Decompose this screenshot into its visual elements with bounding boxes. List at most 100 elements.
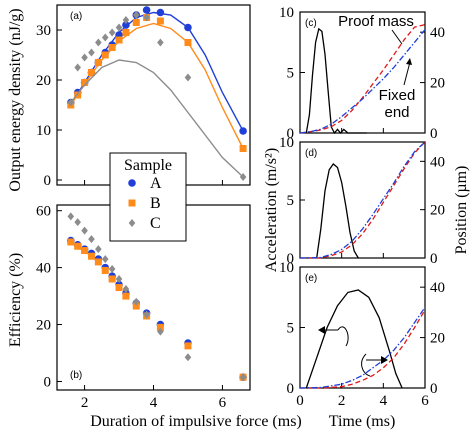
series-line-e-position-1 [300,309,426,389]
point-a-B [239,145,247,152]
point-a-C [239,173,247,181]
y2tick-label: 0 [430,251,438,267]
ytick-label: 10 [279,135,294,151]
y2tick-label: 40 [430,25,445,41]
panel-label-e: (e) [305,273,317,284]
y2tick-label: 20 [430,331,445,347]
point-a-A [239,127,247,135]
point-a-C [74,63,81,72]
xtick-label: 6 [421,393,429,409]
point-a-B [115,36,123,44]
point-b-C [184,353,192,362]
point-b-C [95,245,102,254]
fixed-end-pointer [403,61,411,86]
y2tick-label: 0 [430,381,438,397]
point-b-B [101,266,109,274]
panel-e: 0 5 10 0 20 40 0 2 4 6 (e) [279,260,445,409]
ytick-label: 0 [44,374,52,390]
point-a-B [184,39,192,46]
point-b-B [108,275,116,283]
ytick-label: 5 [287,66,295,82]
ylabel-energy: Output energy density (nJ/g) [7,8,24,191]
point-b-C [122,284,130,293]
ytick-label: 5 [287,321,295,337]
point-b-B [87,252,95,260]
point-b-B [67,238,75,246]
point-a-C [184,73,192,82]
point-a-B [132,19,140,26]
ytick-label: 20 [36,73,51,89]
point-a-A [156,8,165,17]
panel-b: 0 20 40 60 2 4 6 (b) [36,204,251,411]
point-b-B [115,284,123,292]
ytick-label: 10 [279,5,294,21]
point-a-A [184,23,192,32]
point-a-B [108,44,116,51]
xtick-label: 2 [81,395,89,411]
fit-line-a-C [70,59,244,178]
ytick-label: 5 [287,193,295,209]
ytick-label: 40 [36,261,51,277]
left-arrow-head [318,326,325,334]
point-b-B [94,258,102,266]
point-b-C [143,310,150,319]
point-a-B [156,17,164,25]
point-b-C [88,235,95,244]
point-a-B [87,69,95,76]
point-b-B [132,302,140,310]
ylabel-acceleration: Acceleration (m/s²) [263,148,280,272]
legend-box [109,152,187,242]
legend-marker-A [128,179,136,187]
ylabel-position: Position (µm) [453,166,470,255]
xtick-label: 4 [150,395,158,411]
y2tick-label: 20 [430,203,445,219]
xtick-label: 4 [380,393,388,409]
point-a-C [95,38,102,47]
point-a-C [132,11,140,19]
point-a-C [101,33,109,42]
series-line-e-acceleration-0 [305,289,403,389]
point-a-C [81,53,88,62]
point-b-C [108,265,116,274]
legend-title: Sample [124,157,172,174]
fit-line-a-B [70,22,244,149]
point-a-C [108,28,116,37]
right-axis-indicator [361,353,371,377]
ytick-label: 20 [36,318,51,334]
point-a-C [122,16,130,24]
xlabel-duration: Duration of impulsive force (ms) [90,413,302,430]
fixed-end-arrowhead [406,58,412,65]
point-b-B [122,292,130,300]
point-b-C [157,327,164,336]
left-axis-indicator [337,326,349,347]
right-arrow-head [381,356,388,364]
annotation-end: end [384,104,409,121]
y2tick-label: 40 [430,280,445,296]
point-a-B [81,79,89,86]
ytick-label: 30 [36,23,51,39]
legend-marker-B [128,199,136,207]
series-line-c-acceleration-0 [305,27,367,135]
panel-label-b: (b) [70,370,82,381]
series-line-d-acceleration-0 [316,163,359,259]
point-b-C [74,218,81,227]
ylabel-efficiency: Efficiency (%) [7,253,24,347]
annotation-fixed: Fixed [379,87,416,104]
ytick-label: 0 [44,173,52,189]
point-a-A [122,21,130,29]
point-b-C [101,255,109,264]
ytick-label: 0 [287,251,295,267]
point-b-C [132,297,140,306]
panel-d: 0 5 10 0 20 40 (d) [279,135,445,267]
legend-entries: ABC [128,175,162,232]
series-line-e-position-2 [299,306,426,389]
series-line-d-position-2 [299,141,426,259]
xtick-label: 6 [219,395,227,411]
ytick-label: 0 [287,381,295,397]
point-a-C [67,98,75,107]
proof-mass-pointer [391,29,403,45]
point-b-C [67,212,75,221]
point-a-B [94,59,102,66]
